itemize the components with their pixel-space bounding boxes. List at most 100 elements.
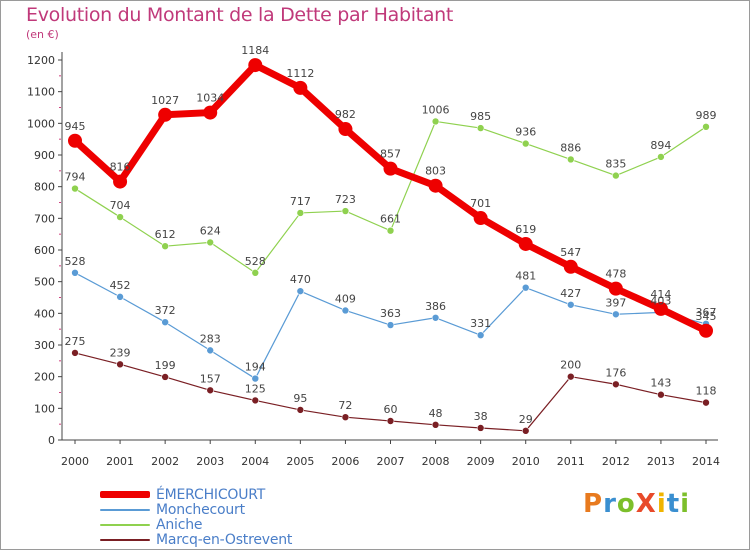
data-point	[608, 281, 623, 296]
data-label: 717	[290, 195, 311, 208]
data-label: 985	[470, 110, 491, 123]
data-label: 372	[155, 304, 176, 317]
data-label: 143	[650, 377, 671, 390]
data-point	[428, 178, 443, 193]
data-label: 95	[293, 392, 307, 405]
data-point	[431, 117, 440, 126]
data-point	[386, 226, 395, 235]
data-point	[296, 209, 305, 217]
data-point	[521, 427, 530, 435]
data-label: 528	[245, 255, 266, 268]
y-tick-label: 400	[34, 307, 55, 320]
data-label: 1184	[241, 44, 269, 57]
data-label: 452	[110, 279, 131, 292]
data-label: 1027	[151, 94, 179, 107]
data-label: 619	[515, 223, 536, 236]
x-tick-label: 2002	[151, 455, 179, 468]
data-point	[476, 424, 485, 432]
logo-letter: o	[616, 489, 636, 519]
data-point	[296, 287, 305, 295]
data-point	[657, 390, 665, 399]
data-point	[116, 360, 124, 369]
data-label: 345	[696, 310, 717, 323]
data-label: 945	[65, 120, 86, 133]
data-point	[476, 124, 485, 132]
y-tick-label: 200	[34, 371, 55, 384]
data-label: 886	[560, 141, 581, 154]
data-point	[113, 174, 128, 189]
data-point	[206, 346, 215, 355]
data-point	[341, 413, 350, 422]
y-tick-label: 300	[34, 339, 55, 352]
data-label: 723	[335, 193, 356, 206]
y-tick-label: 1200	[27, 54, 55, 67]
y-tick-label: 600	[34, 244, 55, 257]
legend-swatch	[100, 538, 150, 541]
data-label: 239	[110, 346, 131, 359]
data-label: 38	[474, 410, 488, 423]
x-tick-label: 2005	[286, 455, 314, 468]
data-point	[68, 133, 82, 148]
data-label: 275	[65, 335, 86, 348]
data-label: 397	[605, 296, 626, 309]
data-label: 701	[470, 197, 491, 210]
data-label: 470	[290, 273, 311, 286]
data-point	[161, 242, 169, 250]
data-label: 794	[65, 171, 86, 184]
x-tick-label: 2004	[241, 455, 269, 468]
legend-item: ÉMERCHICOURT	[100, 486, 292, 503]
y-tick-label: 0	[48, 434, 55, 447]
data-point	[296, 406, 305, 414]
legend-label: ÉMERCHICOURT	[156, 486, 266, 503]
x-tick-label: 2013	[647, 455, 675, 468]
data-label: 624	[200, 224, 221, 237]
x-tick-label: 2011	[557, 455, 585, 468]
chart-title: Evolution du Montant de la Dette par Hab…	[26, 4, 454, 26]
data-label: 283	[200, 332, 221, 345]
data-point	[612, 171, 620, 180]
data-label: 60	[384, 403, 398, 416]
data-point	[251, 268, 260, 277]
data-label: 816	[110, 161, 131, 174]
data-label: 661	[380, 213, 401, 226]
data-label: 481	[515, 270, 536, 283]
data-label: 1112	[286, 67, 314, 80]
data-label: 409	[335, 292, 356, 305]
logo-letter: t	[666, 489, 681, 519]
data-point	[612, 310, 620, 319]
data-point	[341, 306, 350, 315]
data-label: 29	[519, 413, 533, 426]
x-tick-label: 2014	[692, 455, 720, 468]
x-tick-label: 2008	[422, 455, 450, 468]
data-point	[386, 417, 395, 425]
legend-swatch	[100, 508, 150, 511]
data-point	[161, 373, 169, 381]
data-point	[206, 238, 215, 247]
data-point	[431, 313, 440, 322]
data-point	[566, 372, 575, 381]
logo-letter: i	[680, 489, 691, 519]
data-point	[338, 122, 353, 137]
data-point	[431, 420, 440, 429]
data-point	[71, 268, 79, 277]
data-point	[563, 259, 578, 274]
data-point	[71, 349, 79, 357]
data-point	[116, 213, 124, 221]
logo-letter: P	[583, 489, 604, 519]
data-point	[203, 105, 218, 120]
data-label: 803	[425, 165, 446, 178]
data-label: 194	[245, 361, 266, 374]
data-point	[158, 107, 173, 122]
legend-label: Monchecourt	[156, 501, 245, 518]
logo-letter: i	[656, 489, 667, 519]
data-label: 363	[380, 307, 401, 320]
data-point	[657, 153, 665, 161]
x-tick-label: 2010	[512, 455, 540, 468]
data-label: 386	[425, 300, 446, 313]
data-point	[473, 211, 488, 226]
data-label: 857	[380, 148, 401, 161]
logo-letter: X	[635, 489, 657, 519]
data-point	[161, 318, 169, 327]
